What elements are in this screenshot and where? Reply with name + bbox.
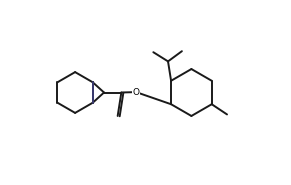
Text: O: O xyxy=(132,88,139,97)
